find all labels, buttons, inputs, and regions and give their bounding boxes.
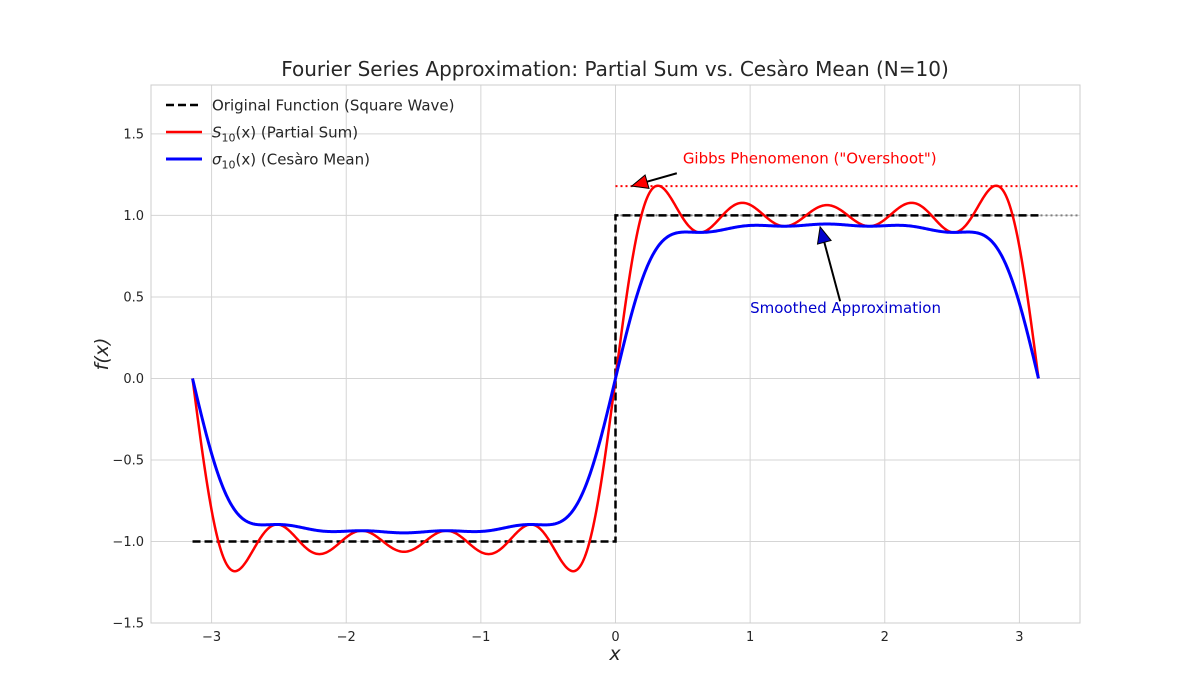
series-layer (191, 184, 1040, 573)
y-tick-label: 0.0 (123, 372, 144, 387)
y-tick-label: 0.5 (123, 290, 144, 305)
series-square-wave (192, 214, 1039, 543)
y-tick-label: −1.0 (112, 535, 144, 550)
series-cesaro-mean (191, 222, 1040, 535)
x-tick-label: −1 (471, 630, 490, 645)
y-axis-title: f(x) (91, 338, 113, 371)
y-tick-label: −1.5 (112, 617, 144, 632)
y-tick-label: −0.5 (112, 453, 144, 468)
gibbs-annotation: Gibbs Phenomenon ("Overshoot") (683, 149, 937, 167)
x-tick-label: 2 (881, 630, 889, 645)
legend-label: Original Function (Square Wave) (212, 97, 454, 115)
annotation-arrow-shaft (823, 242, 842, 302)
plot-area (150, 84, 1081, 624)
y-tick-label: 1.0 (123, 209, 144, 224)
chart-title: Fourier Series Approximation: Partial Su… (281, 57, 949, 81)
x-tick-labels: −3 −2 −1 0 1 2 3 (202, 630, 1024, 645)
y-tick-labels: −1.5 −1.0 −0.5 0.0 0.5 1.0 1.5 (112, 127, 144, 631)
x-tick-label: 3 (1015, 630, 1023, 645)
annotation-arrow-head (816, 225, 832, 245)
legend: Original Function (Square Wave) S10(x) (P… (166, 97, 454, 172)
x-axis-title: x (608, 643, 621, 665)
x-tick-label: −3 (202, 630, 221, 645)
x-tick-label: 0 (611, 630, 619, 645)
legend-label: S10(x) (Partial Sum) (212, 124, 358, 145)
plot-frame (150, 84, 1081, 624)
y-tick-label: 1.5 (123, 127, 144, 142)
legend-label: σ10(x) (Cesàro Mean) (212, 151, 370, 172)
annotation-arrow-head (630, 174, 650, 189)
x-tick-label: 1 (746, 630, 754, 645)
annotation-arrow-shaft (646, 172, 678, 183)
x-tick-label: −2 (337, 630, 356, 645)
smoothed-annotation: Smoothed Approximation (750, 299, 941, 317)
annotations: Gibbs Phenomenon ("Overshoot") Smoothed A… (630, 149, 941, 317)
